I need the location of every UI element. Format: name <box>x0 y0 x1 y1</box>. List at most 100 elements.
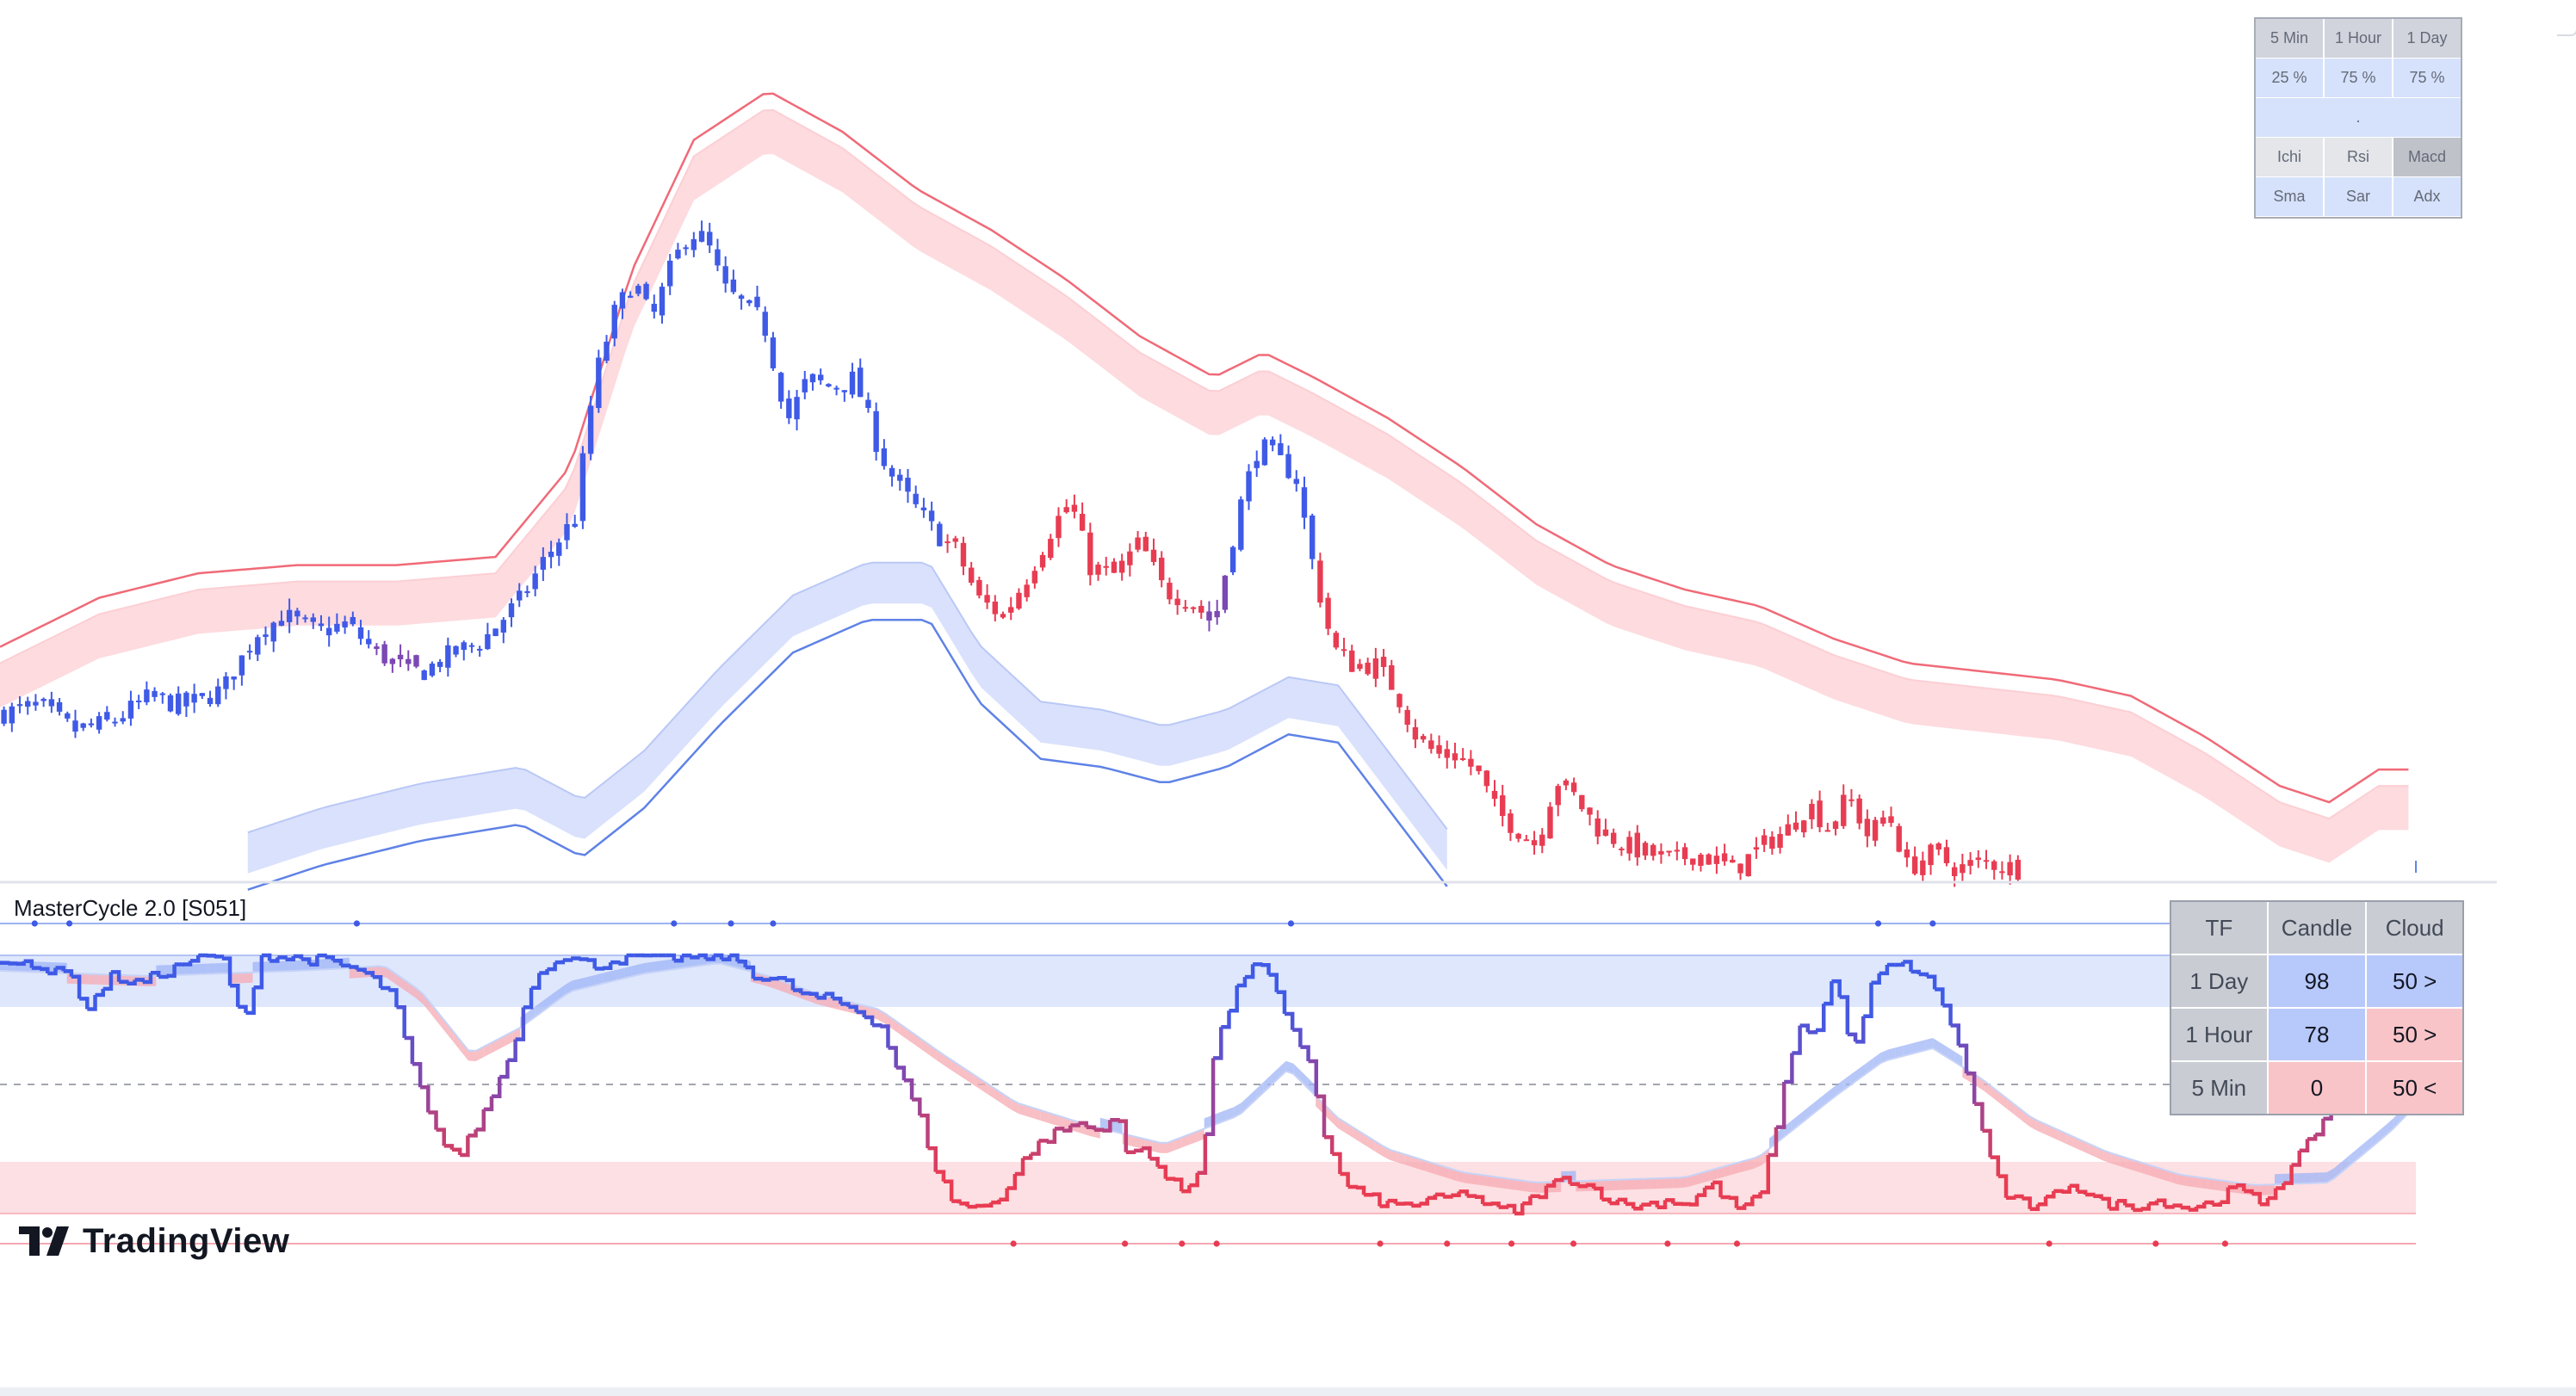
oscillator-step <box>1530 1194 1540 1198</box>
tf-row-label: 5 Min <box>2171 1062 2269 1114</box>
grid-ichi[interactable]: Ichi <box>2256 138 2325 176</box>
cloud-segment <box>1523 1181 1532 1193</box>
candle <box>1928 843 1934 875</box>
grid-sma[interactable]: Sma <box>2256 177 2325 216</box>
cloud-segment <box>1115 1121 1123 1134</box>
grid-pct-5min: 25 % <box>2256 59 2325 97</box>
cloud-segment <box>2148 1164 2156 1177</box>
cloud-segment <box>2275 1173 2282 1185</box>
tf-header-cloud: Cloud <box>2367 902 2462 954</box>
oscillator-step <box>531 973 542 991</box>
grid-tf-1hour[interactable]: 1 Hour <box>2325 19 2393 58</box>
grid-adx[interactable]: Adx <box>2393 177 2461 216</box>
cloud-segment <box>929 1044 937 1060</box>
cloud-segment <box>1709 1168 1718 1181</box>
candle-body <box>246 651 253 653</box>
candle <box>1174 590 1180 615</box>
oscillator-step <box>1355 1185 1366 1195</box>
candle <box>1880 810 1886 827</box>
candle-body <box>1619 848 1625 850</box>
cloud-segment <box>193 963 201 975</box>
candle-body <box>176 693 182 714</box>
candle-body <box>406 658 412 664</box>
candle <box>1071 494 1078 519</box>
oscillator-step <box>1752 1192 1762 1199</box>
candle-body <box>1761 835 1768 845</box>
tradingview-logo[interactable]: TradingView <box>19 1220 289 1262</box>
bottom-scroll-bar[interactable] <box>0 1387 2576 1396</box>
candle <box>270 621 276 652</box>
cloud-segment <box>528 1006 536 1022</box>
oscillator-step <box>1284 1011 1295 1030</box>
tf-row-candle: 98 <box>2268 955 2368 1007</box>
candle-body <box>817 374 824 380</box>
candle-body <box>16 704 23 707</box>
candle-body <box>786 398 792 418</box>
window-edge <box>2557 0 2576 36</box>
candle-body <box>968 567 975 584</box>
candle <box>667 254 673 295</box>
candle-body <box>1008 607 1014 613</box>
candle <box>1681 843 1688 866</box>
oscillator-step <box>1340 1171 1350 1188</box>
grid-rsi[interactable]: Rsi <box>2325 138 2393 176</box>
grid-macd[interactable]: Macd <box>2393 138 2461 176</box>
candle <box>286 598 293 633</box>
candle <box>1817 790 1823 832</box>
oscillator-step <box>920 1113 930 1149</box>
cloud-segment <box>780 980 789 994</box>
oscillator-step <box>1824 981 1834 1006</box>
oscillator-step <box>214 954 225 959</box>
candle <box>1008 596 1014 621</box>
cloud-segment <box>2267 1184 2276 1195</box>
grid-tf-5min[interactable]: 5 Min <box>2256 19 2325 58</box>
oscillator-step <box>277 955 288 960</box>
oscillator-step <box>1165 1177 1176 1181</box>
candle-body <box>1404 709 1410 726</box>
oscillator-step <box>2164 1205 2175 1209</box>
candle <box>1658 843 1664 864</box>
cloud-segment <box>2185 1175 2194 1187</box>
oscillator-step <box>1799 1023 1811 1033</box>
candle-body <box>1118 560 1125 573</box>
bottom-signal-dot <box>1213 1240 1220 1247</box>
candle-body <box>1832 821 1839 830</box>
oscillator-step <box>2291 1150 2302 1167</box>
cloud-segment <box>1910 1041 1918 1054</box>
candle-body <box>722 266 728 284</box>
oscillator-step <box>1086 1125 1097 1130</box>
oscillator-step <box>1720 1195 1731 1200</box>
cloud-segment <box>1687 1174 1695 1188</box>
candle <box>881 439 888 470</box>
candle-body <box>1269 439 1276 446</box>
cloud-segment <box>572 979 580 991</box>
oscillator-step <box>1221 1010 1231 1029</box>
candle-body <box>1935 843 1941 850</box>
candle-body <box>1928 844 1934 866</box>
candle-body <box>1730 859 1736 863</box>
candle-body <box>707 232 713 246</box>
candle <box>1975 849 1981 868</box>
oscillator-pane[interactable] <box>0 920 2419 1247</box>
grid-tf-1day[interactable]: 1 Day <box>2393 19 2461 58</box>
candle <box>1539 828 1545 854</box>
cloud-segment <box>201 963 208 974</box>
candle-body <box>1048 539 1054 559</box>
candle <box>1468 750 1474 775</box>
candle <box>96 712 102 734</box>
candle-body <box>1 709 7 724</box>
cloud-segment <box>1531 1182 1539 1193</box>
price-pane[interactable] <box>0 92 2418 891</box>
cloud-segment <box>1725 1164 1732 1177</box>
cloud-line <box>0 962 2417 1186</box>
candle-body <box>992 602 999 615</box>
candle <box>1761 829 1768 852</box>
candle-body <box>1031 571 1038 584</box>
cloud-segment <box>1099 1117 1108 1130</box>
oscillator-step <box>2014 1194 2024 1199</box>
candle-body <box>643 283 649 300</box>
grid-sar[interactable]: Sar <box>2325 177 2393 216</box>
top-signal-dot <box>65 920 73 927</box>
candle-body <box>517 590 523 601</box>
